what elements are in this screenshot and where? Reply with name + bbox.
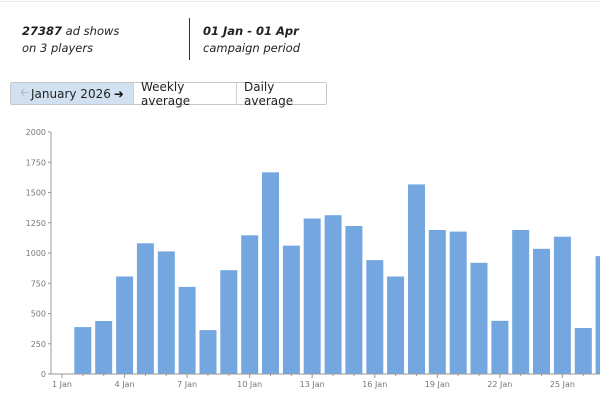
- y-tick-label: 1500: [26, 189, 46, 198]
- bar[interactable]: [262, 172, 279, 374]
- x-tick-label: 19 Jan: [425, 380, 450, 389]
- campaign-period-label: campaign period: [203, 41, 300, 55]
- view-toggle-group: 🡠 January 2026 ➜ Weekly average Daily av…: [10, 80, 327, 108]
- y-axis: 0 250 500 750 1000 1250 1500 1750 2000: [26, 128, 52, 379]
- bar[interactable]: [449, 231, 467, 374]
- campaign-period-summary: 01 Jan - 01 Apr campaign period: [203, 23, 300, 57]
- x-tick-label: 16 Jan: [362, 380, 387, 389]
- bar[interactable]: [491, 320, 509, 374]
- bars: [74, 172, 600, 374]
- bar[interactable]: [595, 256, 600, 374]
- bar[interactable]: [282, 245, 300, 374]
- x-tick-label: 4 Jan: [115, 380, 135, 389]
- bar[interactable]: [512, 230, 530, 374]
- bar[interactable]: [157, 251, 175, 374]
- x-tick-label: 7 Jan: [177, 380, 197, 389]
- bar[interactable]: [345, 226, 363, 374]
- month-button[interactable]: 🡠 January 2026 ➜: [11, 83, 133, 104]
- x-tick-label: 13 Jan: [300, 380, 325, 389]
- bar[interactable]: [428, 230, 446, 374]
- x-tick-label: 25 Jan: [550, 380, 575, 389]
- chart-canvas: 0 250 500 750 1000 1250 1500 1750 2000 1 Jan 4 Jan…: [26, 128, 600, 389]
- bar[interactable]: [574, 328, 592, 374]
- bar[interactable]: [199, 330, 217, 374]
- bar[interactable]: [366, 260, 384, 374]
- y-tick-label: 500: [31, 310, 46, 319]
- ad-shows-summary: 27387 ad shows on 3 players: [22, 23, 119, 57]
- bar[interactable]: [303, 218, 321, 375]
- bar[interactable]: [241, 235, 259, 374]
- arrow-right-icon[interactable]: ➜: [113, 86, 124, 101]
- x-tick-label: 1 Jan: [52, 380, 72, 389]
- ad-shows-label: ad shows: [62, 24, 120, 38]
- y-tick-label: 0: [41, 370, 46, 379]
- bar[interactable]: [178, 286, 196, 374]
- bar[interactable]: [74, 327, 92, 374]
- x-axis: 1 Jan 4 Jan 7 Jan 10 Jan 13 Jan 16 Jan 19 Jan 2…: [51, 373, 600, 389]
- daily-shows-bar-chart: 0 250 500 750 1000 1250 1500 1750 2000 1 Jan 4 Jan…: [0, 120, 600, 400]
- bar[interactable]: [408, 184, 425, 374]
- top-border: [0, 1, 600, 2]
- daily-average-button[interactable]: Daily average: [236, 80, 326, 108]
- bar[interactable]: [553, 236, 571, 374]
- bar[interactable]: [324, 215, 342, 374]
- y-tick-label: 750: [31, 279, 46, 288]
- bar[interactable]: [220, 270, 238, 374]
- y-tick-label: 1750: [26, 158, 46, 167]
- bar[interactable]: [116, 276, 134, 375]
- campaign-period-range: 01 Jan - 01 Apr: [203, 24, 299, 38]
- header-divider: [189, 18, 190, 60]
- bar[interactable]: [136, 243, 154, 374]
- bar[interactable]: [533, 248, 550, 374]
- y-tick-label: 1250: [26, 219, 46, 228]
- bar[interactable]: [95, 321, 113, 374]
- ad-shows-count: 27387: [22, 24, 63, 38]
- x-tick-label: 22 Jan: [487, 380, 512, 389]
- y-tick-label: 1000: [26, 249, 46, 258]
- y-tick-label: 250: [31, 340, 46, 349]
- x-tick-label: 10 Jan: [237, 380, 262, 389]
- y-tick-label: 2000: [26, 128, 46, 137]
- bar[interactable]: [470, 262, 488, 374]
- bar[interactable]: [387, 276, 405, 375]
- players-label: on 3 players: [22, 41, 94, 55]
- arrow-left-icon[interactable]: 🡠: [20, 86, 29, 99]
- month-label: January 2026: [31, 86, 111, 101]
- weekly-average-button[interactable]: Weekly average: [133, 80, 236, 108]
